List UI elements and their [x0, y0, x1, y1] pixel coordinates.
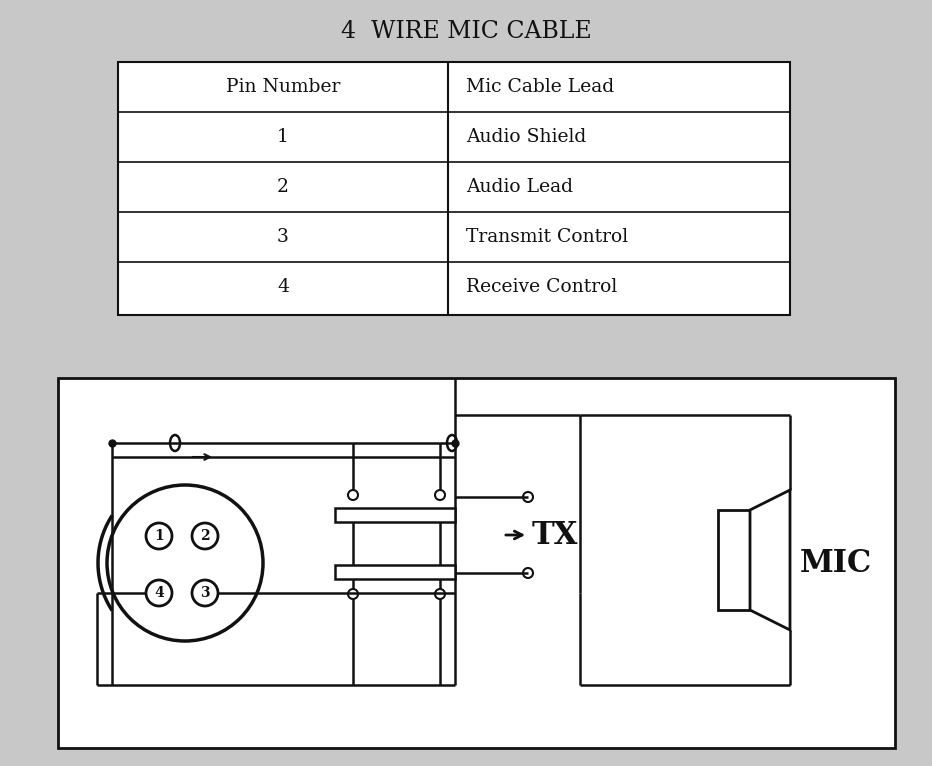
Text: 1: 1 [154, 529, 164, 543]
Text: Audio Lead: Audio Lead [466, 178, 573, 196]
Text: 4: 4 [277, 278, 289, 296]
Text: 3: 3 [200, 586, 210, 600]
Text: Audio Shield: Audio Shield [466, 128, 586, 146]
Text: Receive Control: Receive Control [466, 278, 617, 296]
Text: 1: 1 [277, 128, 289, 146]
Text: 4: 4 [154, 586, 164, 600]
Text: TX: TX [532, 519, 579, 551]
Text: 4  WIRE MIC CABLE: 4 WIRE MIC CABLE [340, 21, 592, 44]
Text: Pin Number: Pin Number [226, 78, 340, 96]
Text: Transmit Control: Transmit Control [466, 228, 628, 246]
Text: 2: 2 [200, 529, 210, 543]
Text: Mic Cable Lead: Mic Cable Lead [466, 78, 614, 96]
Bar [118, 62, 790, 315]
Bar [58, 378, 895, 748]
Polygon shape [750, 490, 790, 630]
Bar [718, 510, 750, 610]
Text: 3: 3 [277, 228, 289, 246]
Bar [335, 508, 455, 522]
Text: 2: 2 [277, 178, 289, 196]
Bar [335, 565, 455, 579]
Text: MIC: MIC [800, 548, 872, 578]
